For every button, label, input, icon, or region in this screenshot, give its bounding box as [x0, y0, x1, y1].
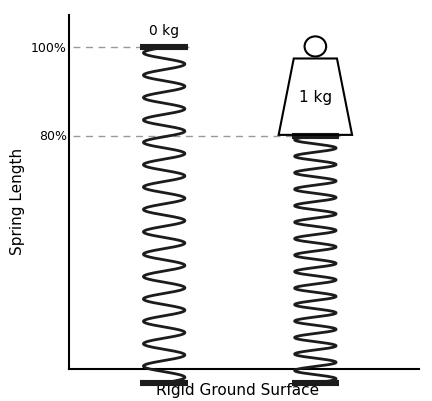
Text: Rigid Ground Surface: Rigid Ground Surface [156, 382, 319, 397]
Text: 80%: 80% [39, 130, 67, 143]
Text: 100%: 100% [31, 42, 67, 55]
Text: 1 kg: 1 kg [299, 90, 332, 105]
Text: Spring Length: Spring Length [10, 147, 25, 254]
Text: 0 kg: 0 kg [149, 24, 179, 38]
